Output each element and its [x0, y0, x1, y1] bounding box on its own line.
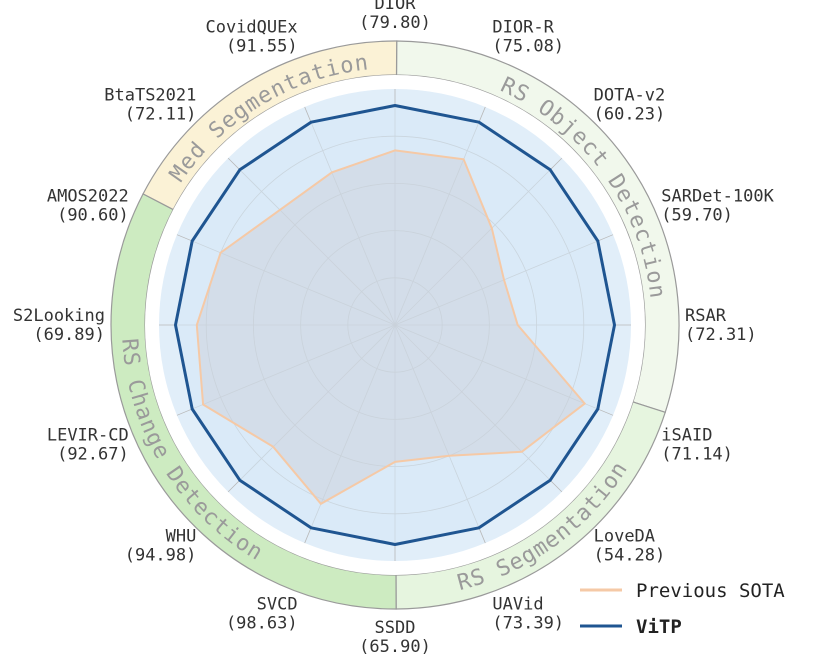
axis-label-svcd: SVCD — [257, 594, 298, 614]
series-area-previous-sota — [195, 149, 587, 506]
axis-label-isaid: iSAID — [661, 425, 712, 445]
series-line-vitp — [174, 104, 616, 546]
axis-value-amos2022: (90.60) — [57, 206, 129, 226]
axis-label-covidquex: CovidQUEx — [205, 18, 297, 38]
legend-label-vitp: ViTP — [636, 616, 682, 638]
axis-label-dota-v2: DOTA-v2 — [594, 85, 666, 105]
axis-label-loveda: LoveDA — [594, 527, 655, 547]
series-area-vitp — [175, 105, 615, 545]
axis-label-dior: DIOR — [375, 0, 417, 14]
axis-value-dota-v2: (60.23) — [594, 104, 666, 124]
axis-label-btats2021: BtaTS2021 — [104, 85, 196, 105]
axis-label-dior-r: DIOR-R — [492, 18, 554, 38]
axis-value-loveda: (54.28) — [594, 546, 666, 566]
axis-value-dior: (79.80) — [359, 13, 431, 33]
axis-label-ssdd: SSDD — [375, 618, 416, 638]
axis-value-ssdd: (65.90) — [359, 637, 431, 656]
axis-label-amos2022: AMOS2022 — [47, 187, 129, 207]
axis-value-dior-r: (75.08) — [492, 37, 564, 57]
axis-label-whu: WHU — [166, 527, 197, 547]
axis-label-levir-cd: LEVIR-CD — [47, 425, 129, 445]
legend-label-previous-sota: Previous SOTA — [636, 580, 785, 602]
axis-value-isaid: (71.14) — [661, 444, 733, 464]
axis-label-rsar: RSAR — [685, 306, 727, 326]
axis-value-levir-cd: (92.67) — [57, 444, 129, 464]
axis-label-sardet-100k: SARDet-100K — [661, 187, 774, 207]
axis-value-uavid: (73.39) — [492, 613, 564, 633]
axis-value-rsar: (72.31) — [685, 325, 757, 345]
legend: Previous SOTA ViTP — [580, 580, 785, 638]
axis-value-btats2021: (72.11) — [125, 104, 197, 124]
axis-label-s2looking: S2Looking — [13, 306, 105, 326]
axis-value-whu: (94.98) — [125, 546, 197, 566]
axis-value-svcd: (98.63) — [226, 613, 298, 633]
axis-value-s2looking: (69.89) — [33, 325, 105, 345]
axis-labels: DIOR(79.80) DIOR-R(75.08) DOTA-v2(60.23) SA… — [13, 0, 775, 656]
axis-value-sardet-100k: (59.70) — [661, 206, 733, 226]
axis-label-uavid: UAVid — [492, 594, 543, 614]
radar-series — [174, 104, 616, 546]
axis-value-covidquex: (91.55) — [226, 37, 298, 57]
